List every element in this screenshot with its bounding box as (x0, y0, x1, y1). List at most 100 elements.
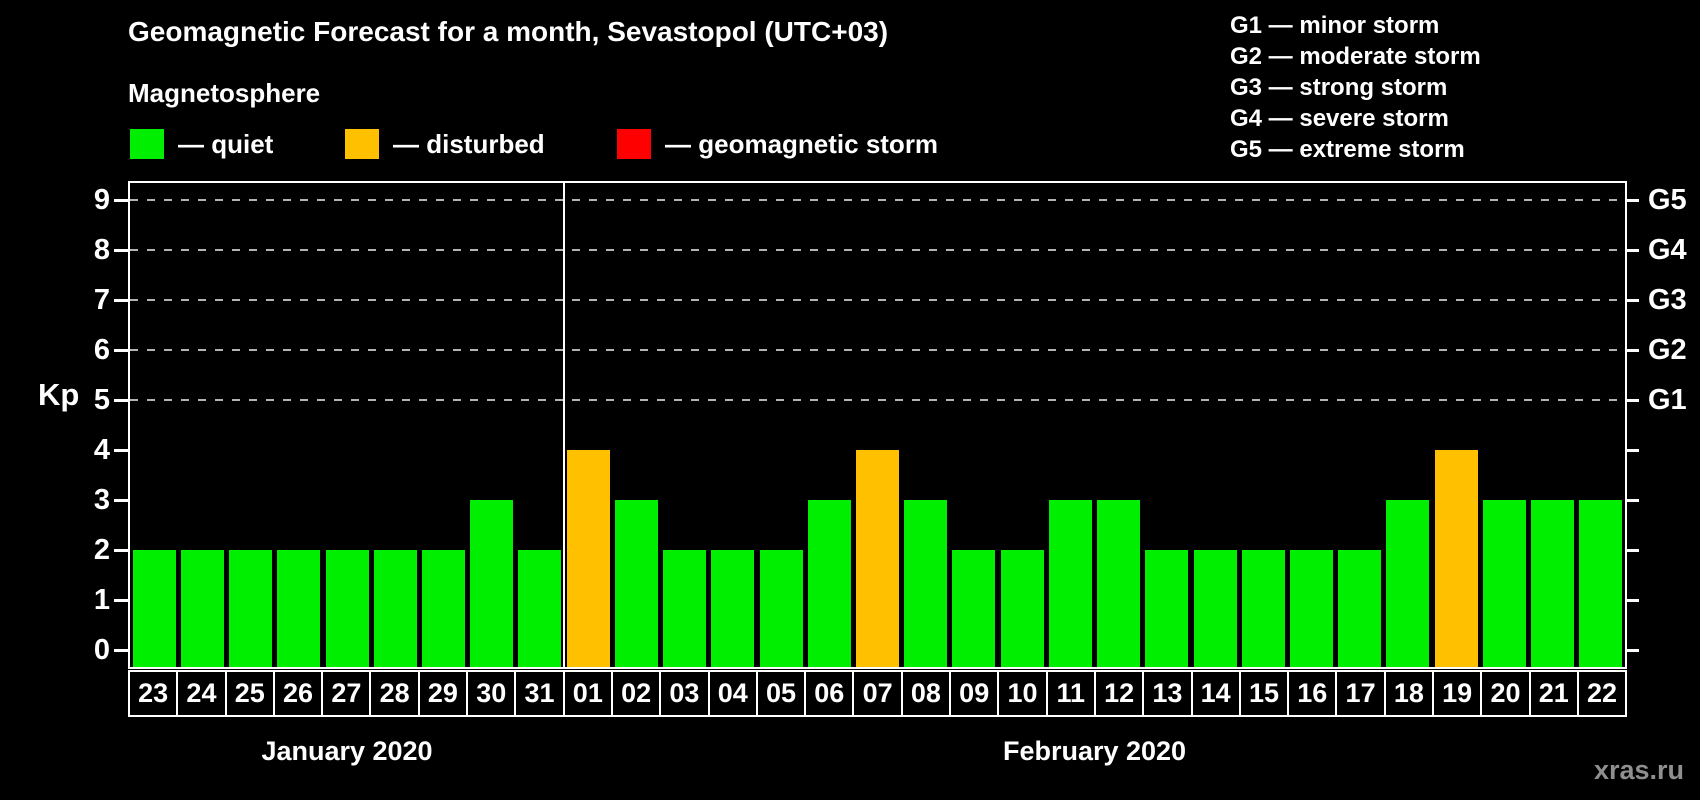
magnetosphere-label: Magnetosphere (128, 78, 321, 108)
kp-bar-27 (325, 550, 369, 667)
day-cell-23: 23 (128, 670, 179, 717)
day-cell-05: 05 (755, 670, 807, 717)
kp-bar-19 (1434, 450, 1478, 667)
gridline-kp8 (130, 249, 1625, 251)
kp-bar-21 (1531, 500, 1575, 667)
day-cell-01: 01 (562, 670, 613, 717)
left-tick-1 (114, 598, 128, 602)
chart-title: Geomagnetic Forecast for a month, Sevast… (128, 16, 889, 47)
g-axis-label-G4: G4 (1648, 234, 1687, 266)
kp-bar-31 (518, 550, 562, 667)
day-cell-21: 21 (1528, 670, 1579, 717)
kp-axis-label: Kp (38, 377, 80, 412)
day-cell-24: 24 (176, 670, 227, 717)
kp-bar-15 (1241, 550, 1285, 667)
kp-bar-26 (277, 550, 321, 667)
kp-bar-02 (614, 500, 658, 667)
kp-bar-07 (856, 450, 899, 667)
g-legend-row: G3 — strong storm (1230, 74, 1448, 101)
y-tick-label-3: 3 (93, 484, 110, 516)
disturbed-swatch (345, 129, 379, 159)
legend-item-storm: — geomagnetic storm (617, 126, 938, 162)
kp-bar-06 (807, 500, 851, 667)
legend-label-storm: — geomagnetic storm (665, 128, 939, 159)
day-cell-20: 20 (1480, 670, 1531, 717)
left-tick-8 (114, 248, 128, 252)
left-tick-6 (114, 348, 128, 352)
day-cell-27: 27 (321, 670, 372, 717)
g-axis-label-G5: G5 (1648, 184, 1687, 216)
day-cell-07: 07 (852, 670, 903, 717)
g-axis-label-G2: G2 (1648, 334, 1687, 366)
month-label: February 2020 (1002, 736, 1187, 766)
kp-bar-11 (1048, 500, 1092, 667)
day-axis: 23 24 25 26 27 28 29 30 31 01 02 03 04 05 06 07 08 09 10 11… (128, 670, 1628, 717)
y-tick-label-5: 5 (93, 384, 110, 416)
kp-bar-20 (1482, 500, 1526, 667)
watermark: xras.ru (1593, 755, 1684, 785)
left-tick-9 (114, 198, 128, 202)
right-tick-0 (1625, 648, 1639, 652)
gridline-kp7 (130, 299, 1625, 301)
day-cell-06: 06 (804, 670, 855, 717)
kp-bar-30 (470, 500, 514, 667)
legend-label-disturbed: — disturbed (393, 128, 545, 159)
right-tick-2 (1625, 548, 1639, 552)
left-tick-3 (114, 498, 128, 502)
right-tick-3 (1625, 498, 1639, 502)
gridline-kp5 (130, 399, 1625, 401)
kp-bar-29 (421, 550, 465, 667)
gridline-kp9 (130, 199, 1625, 201)
y-tick-label-9: 9 (93, 184, 110, 216)
g-axis-label-G1: G1 (1648, 384, 1687, 416)
left-tick-2 (114, 548, 128, 552)
kp-bar-24 (180, 550, 224, 667)
kp-bar-23 (132, 550, 176, 667)
right-tick-8 (1625, 248, 1639, 252)
g-legend-row: G4 — severe storm (1230, 105, 1449, 132)
day-cell-28: 28 (369, 670, 420, 717)
kp-bar-22 (1579, 500, 1623, 667)
kp-bar-28 (373, 550, 417, 667)
kp-bar-14 (1193, 550, 1237, 667)
g-axis-label-G3: G3 (1648, 284, 1687, 316)
g-legend-row: G5 — extreme storm (1230, 136, 1465, 163)
plot-area (128, 181, 1627, 669)
day-cell-12: 12 (1093, 670, 1145, 717)
right-tick-1 (1625, 598, 1639, 602)
kp-bar-09 (952, 550, 996, 667)
month-label: January 2020 (261, 736, 433, 766)
left-tick-0 (114, 648, 128, 652)
right-tick-4 (1625, 448, 1639, 452)
day-cell-19: 19 (1432, 670, 1483, 717)
day-cell-10: 10 (997, 670, 1048, 717)
legend-label-quiet: — quiet (178, 128, 274, 159)
day-cell-18: 18 (1383, 670, 1435, 717)
day-cell-30: 30 (466, 670, 517, 717)
month-separator-line (563, 183, 566, 667)
legend-item-quiet: — quiet (130, 126, 273, 162)
day-cell-14: 14 (1190, 670, 1241, 717)
kp-bar-18 (1386, 500, 1430, 667)
g-legend-row: G2 — moderate storm (1230, 43, 1481, 70)
legend-item-disturbed: — disturbed (345, 126, 545, 162)
left-tick-5 (114, 398, 128, 402)
kp-bar-05 (759, 550, 803, 667)
y-tick-label-2: 2 (93, 534, 110, 566)
g-legend-row: G1 — minor storm (1230, 12, 1440, 39)
kp-bar-10 (1000, 550, 1044, 667)
day-cell-26: 26 (272, 670, 324, 717)
day-cell-15: 15 (1238, 670, 1290, 717)
kp-bar-01 (566, 450, 610, 667)
y-tick-label-8: 8 (93, 234, 110, 266)
day-cell-22: 22 (1576, 670, 1628, 717)
y-tick-label-7: 7 (93, 284, 110, 316)
left-tick-7 (114, 298, 128, 302)
kp-bar-13 (1145, 550, 1189, 667)
kp-bar-03 (663, 550, 707, 667)
storm-swatch (617, 129, 651, 159)
kp-bar-25 (229, 550, 273, 667)
right-tick-7 (1625, 298, 1639, 302)
day-cell-02: 02 (610, 670, 662, 717)
left-tick-4 (114, 448, 128, 452)
